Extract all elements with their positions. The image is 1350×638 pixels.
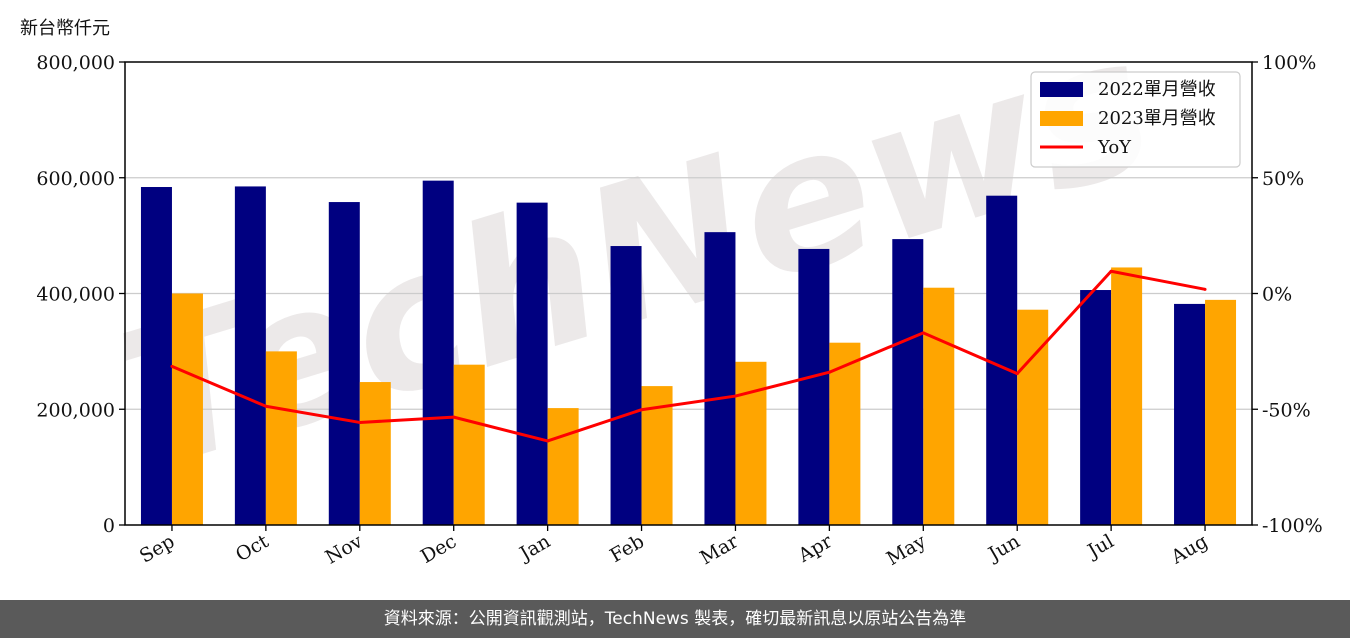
legend-item-2023-label: 2023單月營收 bbox=[1098, 108, 1216, 129]
x-tick-label-jul: Jul bbox=[1082, 530, 1117, 563]
legend-item-yoy-label: YoY bbox=[1097, 137, 1132, 158]
x-tick-label-feb: Feb bbox=[606, 530, 648, 567]
yoy-point-dec bbox=[452, 415, 456, 419]
bar-2022-dec bbox=[422, 180, 454, 526]
bars bbox=[140, 180, 1237, 526]
bar-2023-sep bbox=[171, 293, 203, 525]
y-right-tick-label: -100% bbox=[1262, 515, 1323, 537]
bar-2023-oct bbox=[265, 351, 297, 525]
bar-2023-may bbox=[923, 287, 955, 525]
y-right-tick-label: 0% bbox=[1262, 284, 1292, 306]
bar-2023-jun bbox=[1017, 309, 1049, 525]
bar-2023-dec bbox=[453, 364, 485, 525]
yoy-point-may bbox=[921, 331, 925, 335]
legend-item-2023-swatch bbox=[1040, 111, 1083, 126]
bar-2022-jun bbox=[986, 195, 1018, 525]
y-left-tick-label: 800,000 bbox=[36, 52, 115, 74]
y-right-tick-label: 100% bbox=[1262, 52, 1316, 74]
x-tick-label-jan: Jan bbox=[514, 530, 554, 566]
bar-2022-apr bbox=[798, 248, 830, 525]
legend-item-2022-swatch bbox=[1040, 82, 1083, 97]
yoy-point-sep bbox=[170, 364, 174, 368]
bar-2023-aug bbox=[1205, 299, 1237, 525]
y-right-tick-label: -50% bbox=[1262, 399, 1311, 421]
bar-2022-mar bbox=[704, 232, 736, 525]
x-tick-label-dec: Dec bbox=[417, 530, 460, 568]
bar-2022-nov bbox=[328, 202, 360, 525]
bar-2023-mar bbox=[735, 361, 767, 525]
bar-2022-sep bbox=[140, 187, 172, 525]
yoy-point-jul bbox=[1109, 269, 1113, 273]
x-tick-label-sep: Sep bbox=[136, 530, 179, 567]
x-tick-label-apr: Apr bbox=[794, 530, 837, 567]
yoy-point-feb bbox=[640, 408, 644, 412]
x-tick-label-aug: Aug bbox=[1167, 530, 1212, 569]
yoy-line-layer bbox=[170, 269, 1207, 443]
x-tick-label-mar: Mar bbox=[696, 530, 742, 569]
x-tick-label-oct: Oct bbox=[232, 530, 273, 566]
y-axis-unit-label: 新台幣仟元 bbox=[20, 18, 110, 39]
bar-2022-jan bbox=[516, 202, 548, 526]
y-left-tick-label: 0 bbox=[103, 515, 115, 537]
bar-2022-may bbox=[892, 239, 924, 525]
bar-2022-oct bbox=[234, 186, 266, 525]
x-tick-label-nov: Nov bbox=[322, 530, 367, 569]
y-right-tick-label: 50% bbox=[1262, 168, 1304, 190]
yoy-point-apr bbox=[827, 370, 831, 374]
x-tick-label-jun: Jun bbox=[983, 530, 1024, 566]
revenue-chart: TechNews 0200,000400,000600,000800,000-1… bbox=[36, 0, 1323, 570]
legend-item-2022-label: 2022單月營收 bbox=[1098, 79, 1216, 100]
yoy-line bbox=[171, 269, 1206, 443]
bar-2022-aug bbox=[1174, 303, 1206, 525]
bar-2023-apr bbox=[829, 342, 861, 525]
yoy-point-aug bbox=[1203, 287, 1207, 291]
legend: 2022單月營收 2023單月營收 YoY bbox=[1030, 71, 1241, 168]
yoy-point-mar bbox=[733, 394, 737, 398]
y-left-tick-label: 600,000 bbox=[36, 168, 115, 190]
footer-source-note: 資料來源：公開資訊觀測站，TechNews 製表，確切最新訊息以原站公告為準 bbox=[0, 600, 1350, 638]
y-left-tick-label: 400,000 bbox=[36, 284, 115, 306]
bar-2023-jan bbox=[547, 408, 579, 525]
yoy-point-jun bbox=[1015, 372, 1019, 376]
yoy-point-oct bbox=[264, 404, 268, 408]
bar-2023-nov bbox=[359, 382, 391, 525]
gridlines bbox=[125, 177, 1252, 410]
bar-2022-jul bbox=[1080, 290, 1112, 525]
legend-box bbox=[1030, 71, 1241, 168]
yoy-point-nov bbox=[358, 420, 362, 424]
y-left-tick-label: 200,000 bbox=[36, 399, 115, 421]
bar-2022-feb bbox=[610, 246, 642, 526]
x-tick-label-may: May bbox=[883, 530, 930, 570]
yoy-point-jan bbox=[546, 439, 550, 443]
bar-2023-jul bbox=[1111, 267, 1143, 525]
